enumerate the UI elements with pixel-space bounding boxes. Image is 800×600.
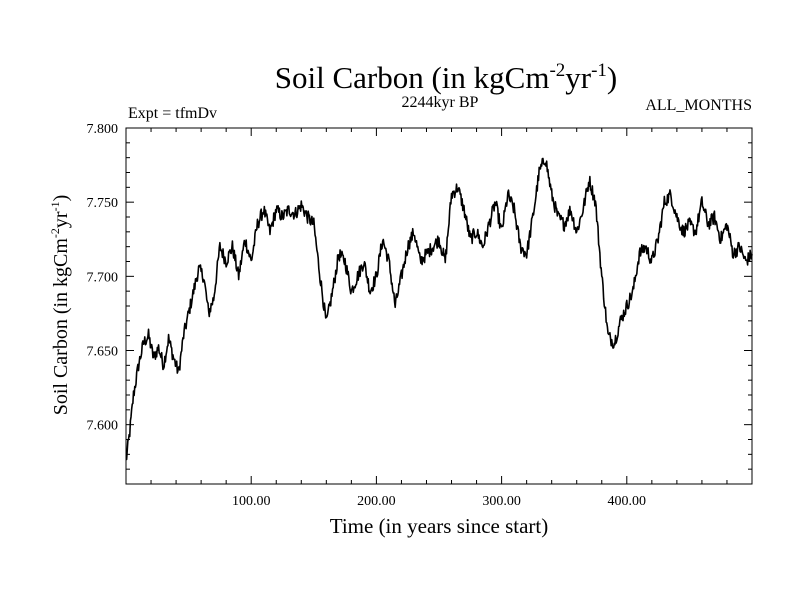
y-axis-title-sup1: -2 (48, 228, 62, 238)
x-tick-label: 100.00 (232, 494, 271, 509)
experiment-label: Expt = tfmDv (128, 105, 217, 122)
axis-tick-labels: 100.00 200.00 300.00 400.00 7.600 7.650 7.700 7… (87, 122, 647, 509)
subtitle-label: 2244kyr BP (402, 94, 479, 111)
y-tick-label: 7.800 (87, 122, 119, 137)
y-axis-title-sup2: -1 (48, 201, 62, 211)
y-axis-title-end: ) (50, 195, 72, 202)
y-tick-label: 7.600 (87, 419, 119, 434)
y-tick-label: 7.650 (87, 345, 119, 360)
chart-title: Soil Carbon (in kgCm-2yr-1) (275, 60, 618, 95)
series-line-soil-carbon (125, 157, 753, 461)
y-tick-label: 7.700 (87, 270, 119, 285)
chart-title-sup1: -2 (549, 60, 565, 81)
chart-title-mid: yr (565, 60, 592, 95)
axis-ticks (126, 127, 752, 484)
y-axis-title: Soil Carbon (in kgCm-2yr-1) (48, 195, 72, 416)
data-series (125, 157, 753, 461)
y-tick-label: 7.750 (87, 196, 119, 211)
x-tick-label: 300.00 (482, 494, 521, 509)
y-axis-title-main: Soil Carbon (in kgCm (50, 238, 72, 416)
months-label: ALL_MONTHS (645, 97, 752, 114)
x-tick-label: 200.00 (357, 494, 396, 509)
chart-title-main: Soil Carbon (in kgCm (275, 60, 550, 95)
x-tick-label: 400.00 (608, 494, 647, 509)
chart-title-sup2: -1 (591, 60, 607, 81)
plot-frame (125, 127, 753, 485)
y-axis-title-mid: yr (50, 211, 72, 228)
chart-title-end: ) (607, 60, 617, 95)
x-axis-title: Time (in years since start) (330, 514, 549, 538)
